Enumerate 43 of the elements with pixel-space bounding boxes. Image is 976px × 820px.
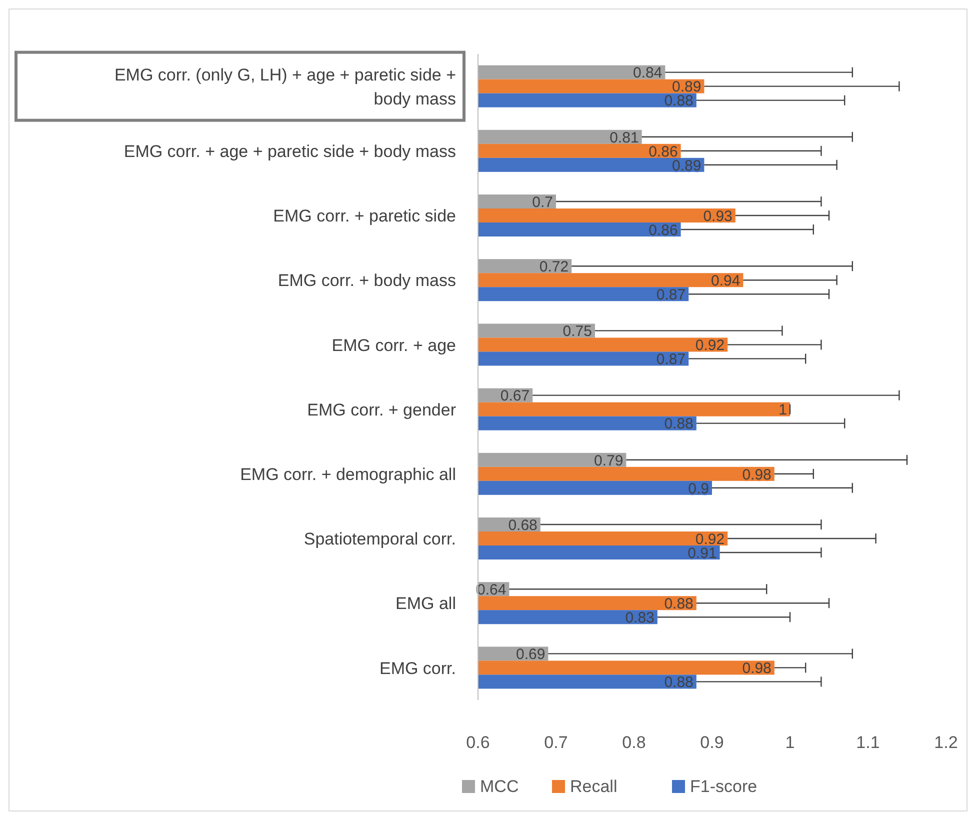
y-tick-label: EMG corr. + demographic all <box>240 465 456 484</box>
data-label: 0.68 <box>508 516 538 534</box>
data-label: 0.84 <box>632 64 662 82</box>
data-label: 0.93 <box>703 208 732 225</box>
x-tick-label: 0.7 <box>544 733 568 752</box>
y-tick-label: EMG all <box>396 594 456 614</box>
data-label: 0.79 <box>594 452 624 470</box>
y-tick-label: EMG corr. + age <box>332 336 456 355</box>
y-tick-label: EMG corr. (only G, LH) + age + paretic side + body mass <box>114 65 456 108</box>
legend-label: MCC <box>480 777 519 796</box>
legend-label: F1-score <box>690 777 758 796</box>
data-label: 0.98 <box>742 466 772 484</box>
y-tick-label: Spatiotemporal corr. <box>304 530 456 549</box>
data-label: 0.9 <box>688 480 709 498</box>
data-label: 0.72 <box>539 258 569 276</box>
x-tick-label: 1.2 <box>934 733 958 752</box>
data-label: 1 <box>778 402 787 419</box>
x-tick-label: 1 <box>785 733 795 752</box>
data-label: 0.94 <box>710 272 740 290</box>
data-label: 0.67 <box>500 388 530 405</box>
data-label: 0.88 <box>664 596 694 612</box>
data-label: 0.7 <box>532 194 553 211</box>
y-tick-label: EMG corr. + paretic side <box>273 206 456 226</box>
data-label: 0.88 <box>664 416 694 433</box>
data-label: 0.88 <box>664 674 694 692</box>
legend-label: Recall <box>570 777 618 796</box>
y-tick-label: EMG corr. + body mass <box>278 271 456 290</box>
x-tick-label: 0.8 <box>622 733 646 752</box>
x-tick-label: 0.9 <box>700 733 724 752</box>
x-tick-label: 1.1 <box>856 733 880 752</box>
y-tick-label: EMG corr. + age + paretic side + body mass <box>124 142 456 162</box>
data-label: 0.92 <box>695 337 725 354</box>
data-label: 0.75 <box>562 323 592 340</box>
data-label: 0.87 <box>656 286 686 304</box>
data-label: 0.83 <box>625 610 654 626</box>
data-label: 0.86 <box>648 222 678 239</box>
y-tick-label: EMG corr. + gender <box>307 400 456 420</box>
data-label: 0.81 <box>610 129 639 146</box>
x-tick-label: 0.6 <box>466 733 490 752</box>
data-label: 0.87 <box>656 351 686 368</box>
data-label: 0.98 <box>742 660 772 678</box>
data-label: 0.69 <box>516 646 546 664</box>
y-tick-label: EMG corr. <box>379 658 456 678</box>
